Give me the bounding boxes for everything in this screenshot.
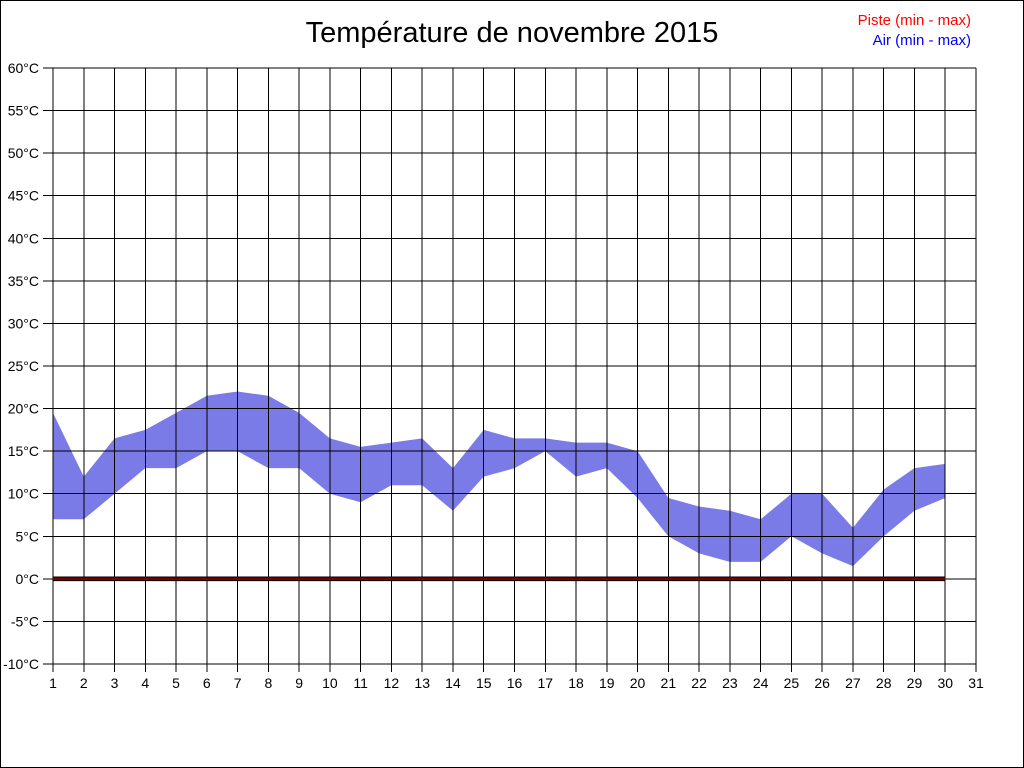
svg-text:45°C: 45°C <box>8 188 39 204</box>
svg-text:-10°C: -10°C <box>3 656 39 672</box>
svg-text:6: 6 <box>203 675 211 691</box>
svg-text:8: 8 <box>264 675 272 691</box>
svg-text:26: 26 <box>814 675 830 691</box>
svg-text:28: 28 <box>876 675 892 691</box>
legend-item-air: Air (min - max) <box>872 32 971 49</box>
svg-text:0°C: 0°C <box>16 571 40 587</box>
svg-text:11: 11 <box>353 675 368 691</box>
svg-text:27: 27 <box>845 675 861 691</box>
svg-text:20°C: 20°C <box>8 401 39 417</box>
air-minmax-band <box>53 391 946 567</box>
grid-lines <box>52 67 977 665</box>
svg-text:15: 15 <box>476 675 492 691</box>
y-axis-labels: 60°C 55°C 50°C 45°C 40°C 35°C 30°C 25°C 20°C 15°C… <box>3 60 39 672</box>
svg-text:35°C: 35°C <box>8 273 39 289</box>
svg-text:31: 31 <box>968 675 984 691</box>
svg-text:13: 13 <box>414 675 430 691</box>
svg-text:20: 20 <box>630 675 646 691</box>
svg-text:24: 24 <box>753 675 769 691</box>
svg-text:9: 9 <box>295 675 303 691</box>
chart-title: Température de novembre 2015 <box>305 17 719 49</box>
svg-text:14: 14 <box>445 675 461 691</box>
svg-text:18: 18 <box>568 675 584 691</box>
svg-text:5: 5 <box>172 675 180 691</box>
svg-text:60°C: 60°C <box>8 60 39 76</box>
svg-text:55°C: 55°C <box>8 103 39 119</box>
svg-text:29: 29 <box>907 675 923 691</box>
svg-text:16: 16 <box>507 675 523 691</box>
svg-text:10°C: 10°C <box>8 486 39 502</box>
svg-text:-5°C: -5°C <box>11 613 39 629</box>
axis-ticks <box>43 67 977 672</box>
svg-text:7: 7 <box>234 675 242 691</box>
svg-text:3: 3 <box>111 675 119 691</box>
svg-text:30°C: 30°C <box>8 315 39 331</box>
svg-text:22: 22 <box>691 675 707 691</box>
svg-text:21: 21 <box>661 675 677 691</box>
svg-text:1: 1 <box>49 675 57 691</box>
svg-text:10: 10 <box>322 675 338 691</box>
svg-text:2: 2 <box>80 675 88 691</box>
svg-text:5°C: 5°C <box>16 528 40 544</box>
svg-text:40°C: 40°C <box>8 230 39 246</box>
svg-text:19: 19 <box>599 675 615 691</box>
chart-legend: Piste (min - max) Air (min - max) <box>858 11 971 51</box>
x-axis-labels: 1 2 3 4 5 6 7 8 9 10 11 12 13 14 15 16 17 18 19 20 21 22 23 24 2… <box>49 675 984 691</box>
svg-text:25°C: 25°C <box>8 358 39 374</box>
svg-text:50°C: 50°C <box>8 145 39 161</box>
svg-text:30: 30 <box>937 675 953 691</box>
svg-text:23: 23 <box>722 675 738 691</box>
svg-text:25: 25 <box>784 675 800 691</box>
svg-text:4: 4 <box>141 675 149 691</box>
svg-text:15°C: 15°C <box>8 443 39 459</box>
svg-text:12: 12 <box>384 675 400 691</box>
svg-text:17: 17 <box>537 675 553 691</box>
legend-item-piste: Piste (min - max) <box>857 12 971 29</box>
